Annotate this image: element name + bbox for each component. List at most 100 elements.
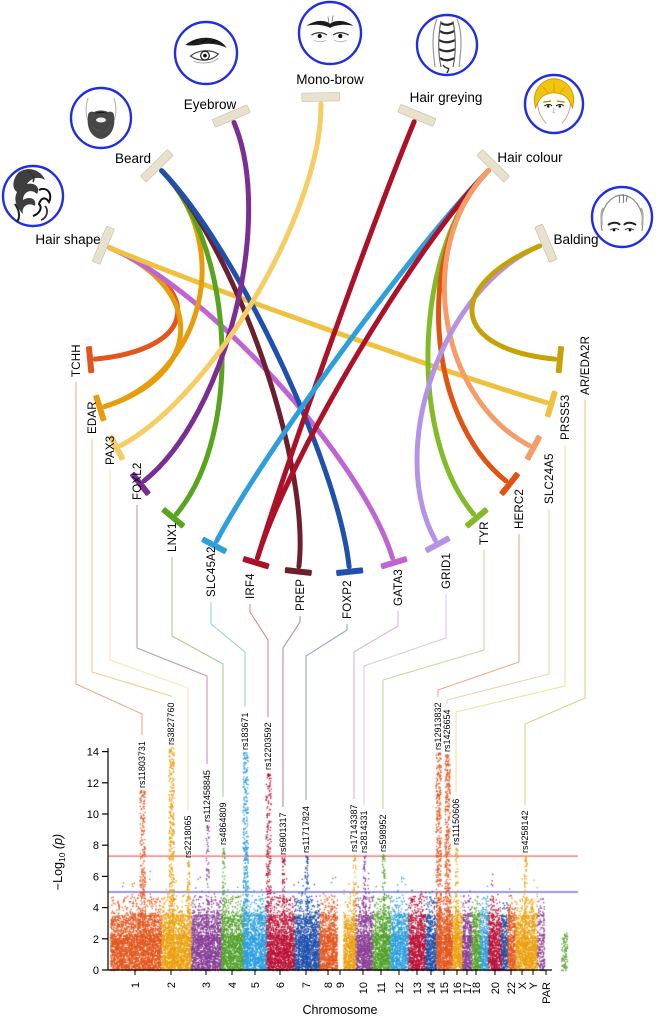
gene-label-irf4: IRF4 <box>245 573 257 599</box>
gene-cap-edar <box>93 394 107 422</box>
gene-cap-irf4 <box>242 556 270 570</box>
snp-label-rs112458845: rs112458845 <box>202 770 212 822</box>
gene-cap-tchh <box>85 345 95 374</box>
y-tick-label-0: 0 <box>93 965 99 977</box>
gene-cap-ar-eda2r <box>555 345 565 374</box>
connector-prss53-rs11150606 <box>455 445 566 792</box>
connector-tyr-rs598952 <box>382 550 485 809</box>
snp-label-rs6901317: rs6901317 <box>278 812 288 855</box>
snp-label-rs12203592: rs12203592 <box>263 722 273 770</box>
gene-label-herc2: HERC2 <box>514 489 526 529</box>
gene-label-prep: PREP <box>295 579 307 611</box>
gene-cap-lnx1 <box>161 507 186 529</box>
y-tick-label-4: 4 <box>93 903 99 915</box>
trait-tick-hair-shape <box>92 226 115 265</box>
hair-strands-sketch-icon <box>415 13 479 77</box>
trait-tick-beard <box>140 149 174 182</box>
gene-cap-slc45a2 <box>201 536 228 554</box>
ribbon-beard-foxp2 <box>159 168 352 570</box>
trait-labels: Hair shape Beard Eyebrow Mono-brow Hair grey… <box>35 72 598 247</box>
trait-tick-mono-brow <box>301 92 341 102</box>
ribbon-mono-brow-pax3 <box>118 101 324 448</box>
gene-cap-foxl2 <box>130 471 151 496</box>
beard-sketch-icon <box>69 86 133 150</box>
x-tick-label-chr-18: 18 <box>471 982 483 994</box>
trait-tick-hair-greying <box>397 104 436 127</box>
gene-label-gata3: GATA3 <box>393 569 405 606</box>
gene-cap-slc24a5 <box>524 434 542 461</box>
gene-label-prss53: PRSS53 <box>560 395 572 440</box>
monobrow-eyes-sketch-icon <box>297 0 363 66</box>
eyebrow-eye-sketch-icon <box>173 20 239 86</box>
trait-tick-eyebrow <box>212 104 251 128</box>
ribbon-hair-greying-irf4 <box>255 119 417 561</box>
trait-label-balding: Balding <box>553 232 598 247</box>
curly-hair-sketch-icon <box>1 164 65 228</box>
y-axis-title-sub: 10 <box>57 852 67 862</box>
trait-icons <box>1 0 654 249</box>
gene-cap-herc2 <box>499 471 520 496</box>
x-tick-label-chr-2: 2 <box>166 982 178 988</box>
gene-cap-pax3 <box>108 434 126 461</box>
snp-label-rs11717824: rs11717824 <box>301 806 311 853</box>
snp-label-rs11803731: rs11803731 <box>137 741 147 788</box>
axis-lines <box>107 748 552 971</box>
gene-label-edar: EDAR <box>87 401 99 434</box>
connector-tchh-rs11803731 <box>75 382 143 735</box>
y-tick-label-8: 8 <box>93 840 99 852</box>
gene-label-foxl2: FOXL2 <box>132 463 144 500</box>
x-tick-label-chr-12: 12 <box>394 982 406 994</box>
x-tick-label-chr-10: 10 <box>358 982 370 994</box>
x-tick-label-chr-16: 16 <box>452 982 464 994</box>
snp-label-rs12913832: rs12913832 <box>433 702 443 750</box>
gene-cap-prss53 <box>544 390 558 418</box>
ribbon-hair-shape-prss53 <box>107 245 549 406</box>
snp-label-rs1426654: rs1426654 <box>442 709 452 752</box>
x-tick-label-chr-11: 11 <box>376 982 388 993</box>
gene-label-grid1: GRID1 <box>441 553 453 589</box>
balding-head-sketch-icon <box>590 185 654 249</box>
gene-anchor-caps <box>85 345 565 576</box>
connector-foxp2-rs11717824 <box>305 624 348 800</box>
x-tick-label-chr-6: 6 <box>275 982 287 988</box>
snp-label-rs17143387: rs17143387 <box>349 804 359 852</box>
snp-label-rs2218065: rs2218065 <box>183 815 193 858</box>
gene-label-tyr: TYR <box>479 521 491 545</box>
snp-label-rs4864809: rs4864809 <box>218 802 228 845</box>
gene-cap-gata3 <box>380 556 408 570</box>
gene-cap-foxp2 <box>336 567 364 576</box>
x-tick-label-chr-3: 3 <box>201 982 213 988</box>
connector-pax3-rs2218065 <box>109 470 189 810</box>
ribbon-balding-ar-eda2r <box>469 243 558 362</box>
gene-label-foxp2: FOXP2 <box>342 580 354 619</box>
x-tick-label-chr-20: 20 <box>490 982 502 994</box>
ribbon-hair-colour-irf4 <box>255 168 491 561</box>
connector-slc24a5-rs1426654 <box>446 509 550 704</box>
snp-label-rs2814331: rs2814331 <box>359 810 369 853</box>
trait-tick-hair-colour <box>476 149 510 182</box>
ribbon-eyebrow-foxl2 <box>141 120 252 484</box>
x-tick-label-chr-5: 5 <box>250 982 262 988</box>
y-tick-label-10: 10 <box>87 809 99 821</box>
gene-label-slc45a2: SLC45A2 <box>206 546 218 597</box>
x-tick-label-chr-14: 14 <box>426 982 438 994</box>
y-tick-label-14: 14 <box>87 747 99 759</box>
connector-irf4-rs12203592 <box>249 604 269 717</box>
ribbon-hair-shape-gata3 <box>107 245 395 561</box>
y-axis-title-tail: (p) <box>51 834 65 853</box>
gene-label-tchh: TCHH <box>71 344 83 377</box>
x-tick-label-chr-15: 15 <box>439 982 451 994</box>
connector-foxl2-rs112458845 <box>136 505 208 765</box>
x-tick-label-chr-13: 13 <box>412 982 424 994</box>
x-tick-label-chr-17: 17 <box>462 982 474 994</box>
y-tick-label-2: 2 <box>93 934 99 946</box>
y-tick-label-12: 12 <box>87 778 99 790</box>
y-tick-label-6: 6 <box>93 871 99 883</box>
x-tick-label-chr-y: Y <box>528 981 540 989</box>
connector-slc45a2-rs183671 <box>210 602 246 707</box>
gene-labels: TCHH EDAR PAX3 FOXL2 LNX1 SLC45A2 IRF4 PREP FOXP… <box>71 336 592 619</box>
connector-ar-eda2r-rs4258142 <box>524 400 586 805</box>
